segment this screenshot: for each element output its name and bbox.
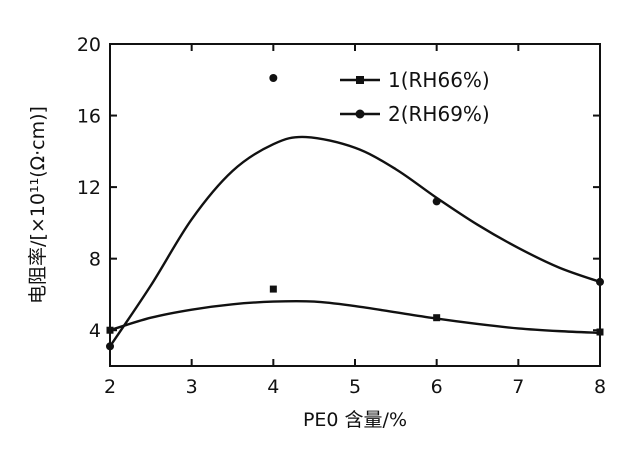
- x-tick-label: 5: [349, 376, 361, 398]
- y-axis-label: 电阻率/[×10¹¹(Ω·cm)]: [27, 106, 49, 304]
- y-tick-label: 20: [77, 34, 101, 56]
- y-tick-label: 12: [77, 177, 101, 199]
- x-tick-label: 7: [512, 376, 524, 398]
- y-tick-label: 8: [89, 249, 101, 271]
- fit-curves: [109, 135, 601, 347]
- legend-label-2: 2(RH69%): [388, 102, 490, 126]
- legend-label-1: 1(RH66%): [388, 68, 490, 92]
- x-axis-label: PE0 含量/%: [303, 409, 407, 431]
- series-2-curve: [109, 135, 601, 347]
- series-2-point: [269, 73, 278, 82]
- series-1-point: [106, 326, 114, 334]
- plot-border: [109, 43, 601, 367]
- x-tick-label: 4: [267, 376, 279, 398]
- legend-marker-1: [356, 76, 364, 84]
- series-1-point: [433, 314, 441, 322]
- series-2-point: [432, 197, 441, 206]
- data-markers: [106, 73, 604, 351]
- series-1-curve: [109, 299, 601, 335]
- series-1-point: [596, 328, 604, 336]
- x-tick-label: 8: [594, 376, 606, 398]
- series-1-point: [269, 285, 277, 293]
- x-tick-label: 2: [104, 376, 116, 398]
- series-2-point: [106, 342, 114, 351]
- x-tick-label: 6: [431, 376, 443, 398]
- y-tick-label: 16: [77, 106, 101, 128]
- x-tick-label: 3: [186, 376, 198, 398]
- axis-ticks: 2 3 4 5 6 7 8 4 8 12 16 20: [77, 34, 606, 398]
- series-2-point: [596, 277, 604, 286]
- legend-marker-2: [355, 109, 365, 119]
- plot-area: [109, 43, 601, 367]
- legend: 1(RH66%) 2(RH69%): [340, 68, 490, 126]
- y-tick-label: 4: [89, 320, 101, 342]
